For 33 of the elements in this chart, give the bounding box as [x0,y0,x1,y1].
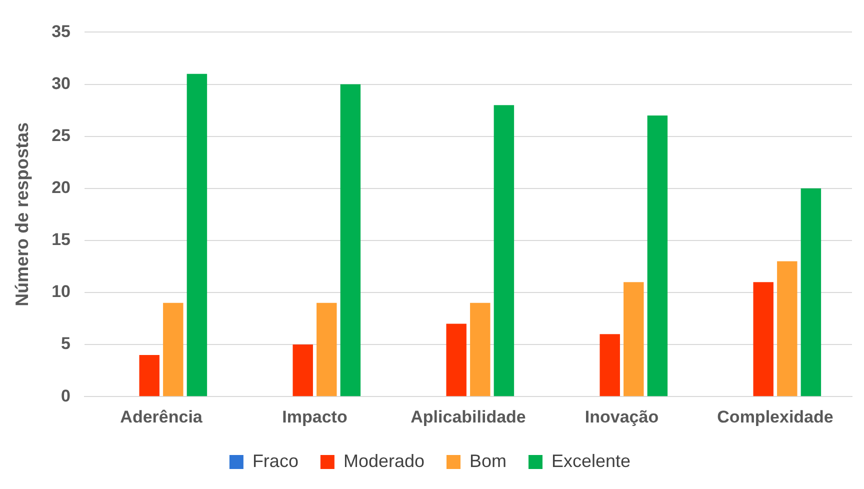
y-tick-label: 20 [52,178,71,198]
bar [163,302,184,396]
bar [600,334,620,396]
bar [777,261,798,396]
y-tick-label: 30 [52,74,71,93]
bar [800,188,822,396]
bar [624,282,644,396]
bar [647,115,668,396]
bar [316,302,337,396]
bar [446,324,466,396]
bar [186,74,208,396]
x-tick-label: Impacto [282,407,348,426]
legend-label: Bom [470,450,507,471]
y-tick-label: 0 [61,386,71,406]
bar [292,344,313,396]
y-tick-label: 10 [52,282,71,302]
y-axis-title: Número de respostas [12,122,32,306]
y-tick-label: 25 [52,126,71,145]
y-tick-label: 15 [52,230,71,250]
x-tick-label: Aderência [120,407,203,426]
legend-label: Fraco [252,450,298,471]
x-tick-label: Inovação [584,407,659,426]
bar [753,282,774,396]
y-tick-label: 5 [61,334,71,354]
bar [494,105,514,396]
legend-label: Excelente [552,450,631,471]
bar [139,354,160,396]
legend-label: Moderado [343,450,425,471]
x-tick-label: Complexidade [717,407,834,426]
bar [470,302,490,396]
x-tick-label: Aplicabilidade [410,407,526,426]
bar [340,84,361,396]
y-tick-label: 35 [52,22,71,41]
